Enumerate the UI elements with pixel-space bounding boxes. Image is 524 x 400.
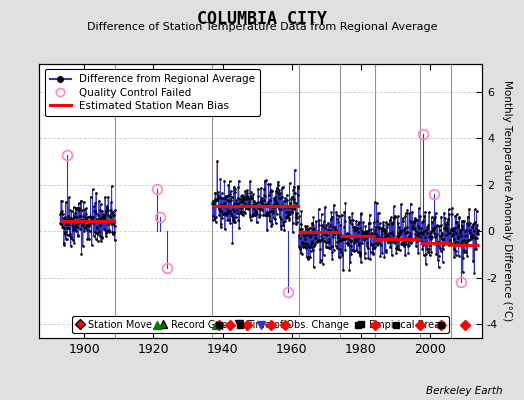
Text: Berkeley Earth: Berkeley Earth bbox=[427, 386, 503, 396]
Legend: Station Move, Record Gap, Time of Obs. Change, Empirical Break: Station Move, Record Gap, Time of Obs. C… bbox=[72, 316, 449, 334]
Text: COLUMBIA CITY: COLUMBIA CITY bbox=[197, 10, 327, 28]
Y-axis label: Monthly Temperature Anomaly Difference (°C): Monthly Temperature Anomaly Difference (… bbox=[502, 80, 512, 322]
Text: Difference of Station Temperature Data from Regional Average: Difference of Station Temperature Data f… bbox=[87, 22, 437, 32]
